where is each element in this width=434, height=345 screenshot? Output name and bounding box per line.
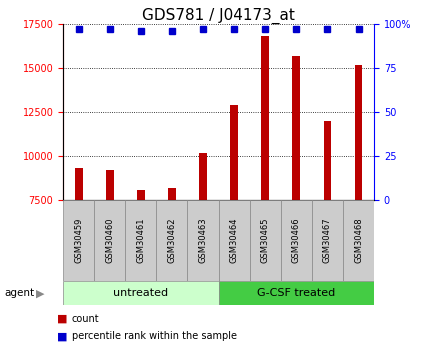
Text: GSM30459: GSM30459 [74, 218, 83, 263]
Text: count: count [72, 314, 99, 324]
Bar [125, 200, 156, 281]
Bar [75, 168, 82, 200]
Text: GSM30465: GSM30465 [260, 218, 269, 263]
Text: ▶: ▶ [36, 288, 44, 298]
Text: GSM30463: GSM30463 [198, 218, 207, 264]
Text: untreated: untreated [113, 288, 168, 298]
Text: ■: ■ [56, 332, 67, 341]
Bar [342, 200, 373, 281]
Bar [63, 200, 94, 281]
Bar [249, 200, 280, 281]
Bar [156, 200, 187, 281]
Text: GSM30467: GSM30467 [322, 218, 331, 264]
Text: GSM30461: GSM30461 [136, 218, 145, 263]
Text: G-CSF treated: G-CSF treated [256, 288, 335, 298]
Bar [94, 200, 125, 281]
Bar [187, 200, 218, 281]
Bar [280, 200, 311, 281]
Text: ■: ■ [56, 314, 67, 324]
Bar [311, 200, 342, 281]
Text: GSM30462: GSM30462 [167, 218, 176, 263]
Text: GSM30460: GSM30460 [105, 218, 114, 263]
Bar [218, 200, 249, 281]
Bar [292, 56, 299, 200]
Bar [323, 121, 331, 200]
Text: agent: agent [4, 288, 34, 298]
Bar [105, 170, 113, 200]
Bar [168, 188, 175, 200]
Bar [230, 105, 237, 200]
Text: GSM30466: GSM30466 [291, 218, 300, 264]
Bar [63, 281, 218, 305]
Bar [261, 37, 269, 200]
Text: GSM30464: GSM30464 [229, 218, 238, 263]
Text: percentile rank within the sample: percentile rank within the sample [72, 332, 236, 341]
Title: GDS781 / J04173_at: GDS781 / J04173_at [142, 8, 294, 24]
Text: GSM30468: GSM30468 [353, 218, 362, 264]
Bar [199, 152, 207, 200]
Bar [137, 189, 145, 200]
Bar [218, 281, 373, 305]
Bar [354, 65, 362, 200]
